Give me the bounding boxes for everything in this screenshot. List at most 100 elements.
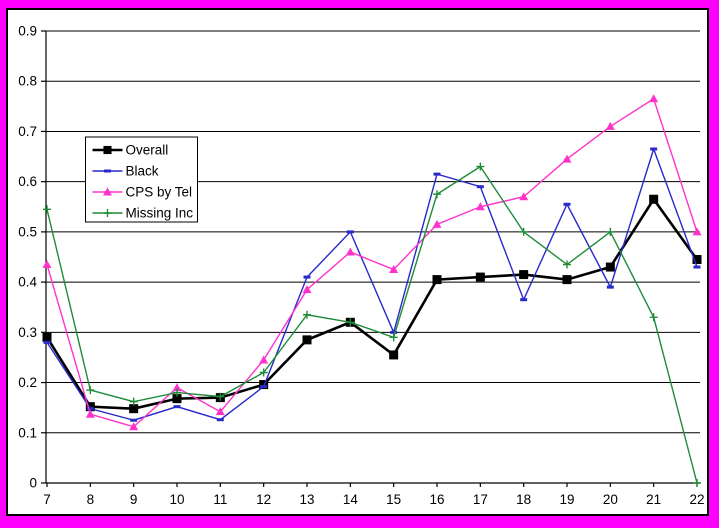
marker-dash — [216, 418, 224, 422]
chart-frame — [6, 8, 709, 516]
marker-square — [103, 145, 112, 155]
marker-dash — [260, 385, 268, 389]
y-axis-label: 0.4 — [18, 275, 37, 290]
marker-plus — [649, 313, 658, 322]
marker-plus — [606, 227, 615, 236]
marker-plus — [519, 227, 528, 236]
marker-dash — [650, 147, 658, 151]
marker-triangle — [605, 121, 615, 130]
marker-dash — [346, 230, 354, 234]
series-black — [43, 146, 701, 422]
y-axis-label: 0.8 — [18, 74, 37, 89]
marker-plus — [433, 190, 441, 199]
y-axis-label: 0.3 — [18, 325, 37, 340]
x-axis-label: 15 — [386, 492, 401, 507]
marker-dash — [104, 169, 111, 173]
x-axis-label: 12 — [256, 492, 271, 507]
marker-triangle — [172, 383, 182, 392]
series-missing-inc — [43, 162, 701, 487]
y-axis-label: 0.6 — [18, 174, 37, 189]
marker-dash — [173, 405, 181, 409]
marker-square — [172, 394, 182, 404]
marker-square — [519, 270, 529, 280]
marker-dash — [476, 185, 484, 189]
series-line-black — [46, 146, 698, 421]
marker-plus — [346, 318, 355, 327]
x-axis-label: 9 — [130, 492, 138, 507]
marker-dash — [606, 285, 614, 289]
x-axis-label: 8 — [87, 492, 95, 507]
series-overall — [42, 194, 702, 414]
y-axis-label: 0.9 — [18, 24, 37, 39]
marker-square — [85, 402, 95, 412]
x-axis-label: 16 — [429, 492, 444, 507]
x-axis-label: 18 — [516, 492, 531, 507]
marker-square — [475, 272, 485, 282]
marker-triangle — [519, 192, 529, 201]
marker-dash — [390, 330, 398, 334]
marker-triangle — [129, 422, 139, 431]
marker-plus — [43, 205, 51, 214]
marker-dash — [520, 298, 528, 302]
x-axis-label: 20 — [603, 492, 618, 507]
marker-plus — [693, 479, 701, 487]
marker-triangle — [432, 219, 442, 228]
legend-item-overall: Overall — [92, 143, 168, 158]
marker-square — [649, 194, 659, 204]
marker-triangle — [302, 285, 312, 294]
marker-square — [562, 275, 572, 285]
marker-plus — [389, 333, 398, 342]
gridlines — [46, 30, 700, 434]
marker-plus — [129, 397, 138, 406]
marker-plus — [563, 260, 571, 269]
y-axis-label: 0.5 — [18, 224, 37, 239]
marker-triangle — [345, 247, 355, 256]
series-line-cps-by-tel — [46, 97, 698, 428]
marker-triangle — [103, 187, 112, 196]
marker-square — [129, 404, 139, 414]
x-axis-label: 10 — [169, 492, 184, 507]
legend-item-black: Black — [92, 164, 159, 179]
marker-triangle — [562, 154, 572, 163]
marker-square — [259, 380, 269, 390]
marker-square — [605, 262, 615, 272]
marker-square — [42, 332, 52, 342]
marker-triangle — [389, 265, 399, 274]
legend-label: Black — [126, 164, 159, 179]
marker-triangle — [85, 409, 95, 418]
marker-triangle — [42, 260, 52, 269]
marker-dash — [303, 275, 311, 279]
marker-dash — [130, 418, 138, 422]
marker-triangle — [259, 355, 269, 364]
marker-dash — [563, 202, 571, 206]
x-axis-label: 17 — [473, 492, 488, 507]
x-axis-label: 7 — [43, 492, 51, 507]
x-axis-label: 22 — [689, 492, 704, 507]
x-axis-label: 14 — [343, 492, 359, 507]
axes: 0 0.1 0.2 0.3 0.4 0.5 0.6 0.7 0.8 0.9 7 8 9 10 11 12 13 1… — [18, 24, 704, 508]
legend-item-cps-by-tel: CPS by Tel — [92, 185, 193, 200]
x-axis-label: 21 — [646, 492, 661, 507]
y-axis-label: 0 — [29, 476, 37, 491]
series-line-overall — [45, 196, 699, 410]
legend-label: Missing Inc — [126, 206, 194, 221]
marker-triangle — [475, 202, 485, 211]
legend-item-missing-inc: Missing Inc — [92, 206, 194, 221]
marker-dash — [693, 265, 701, 269]
marker-plus — [259, 368, 268, 377]
y-axis-label: 0.1 — [18, 425, 37, 440]
marker-triangle — [649, 94, 659, 103]
x-axis-label: 13 — [299, 492, 314, 507]
marker-plus — [86, 386, 95, 395]
x-axis-label: 11 — [213, 492, 227, 507]
marker-triangle — [692, 227, 702, 236]
marker-square — [432, 275, 442, 285]
legend: Overall Black CPS by Tel Missing Inc — [85, 136, 198, 223]
marker-square — [692, 255, 702, 265]
marker-plus — [216, 392, 225, 401]
marker-dash — [86, 407, 94, 411]
y-axis-label: 0.7 — [18, 124, 37, 139]
legend-label: CPS by Tel — [126, 185, 193, 200]
marker-dash — [433, 172, 441, 176]
